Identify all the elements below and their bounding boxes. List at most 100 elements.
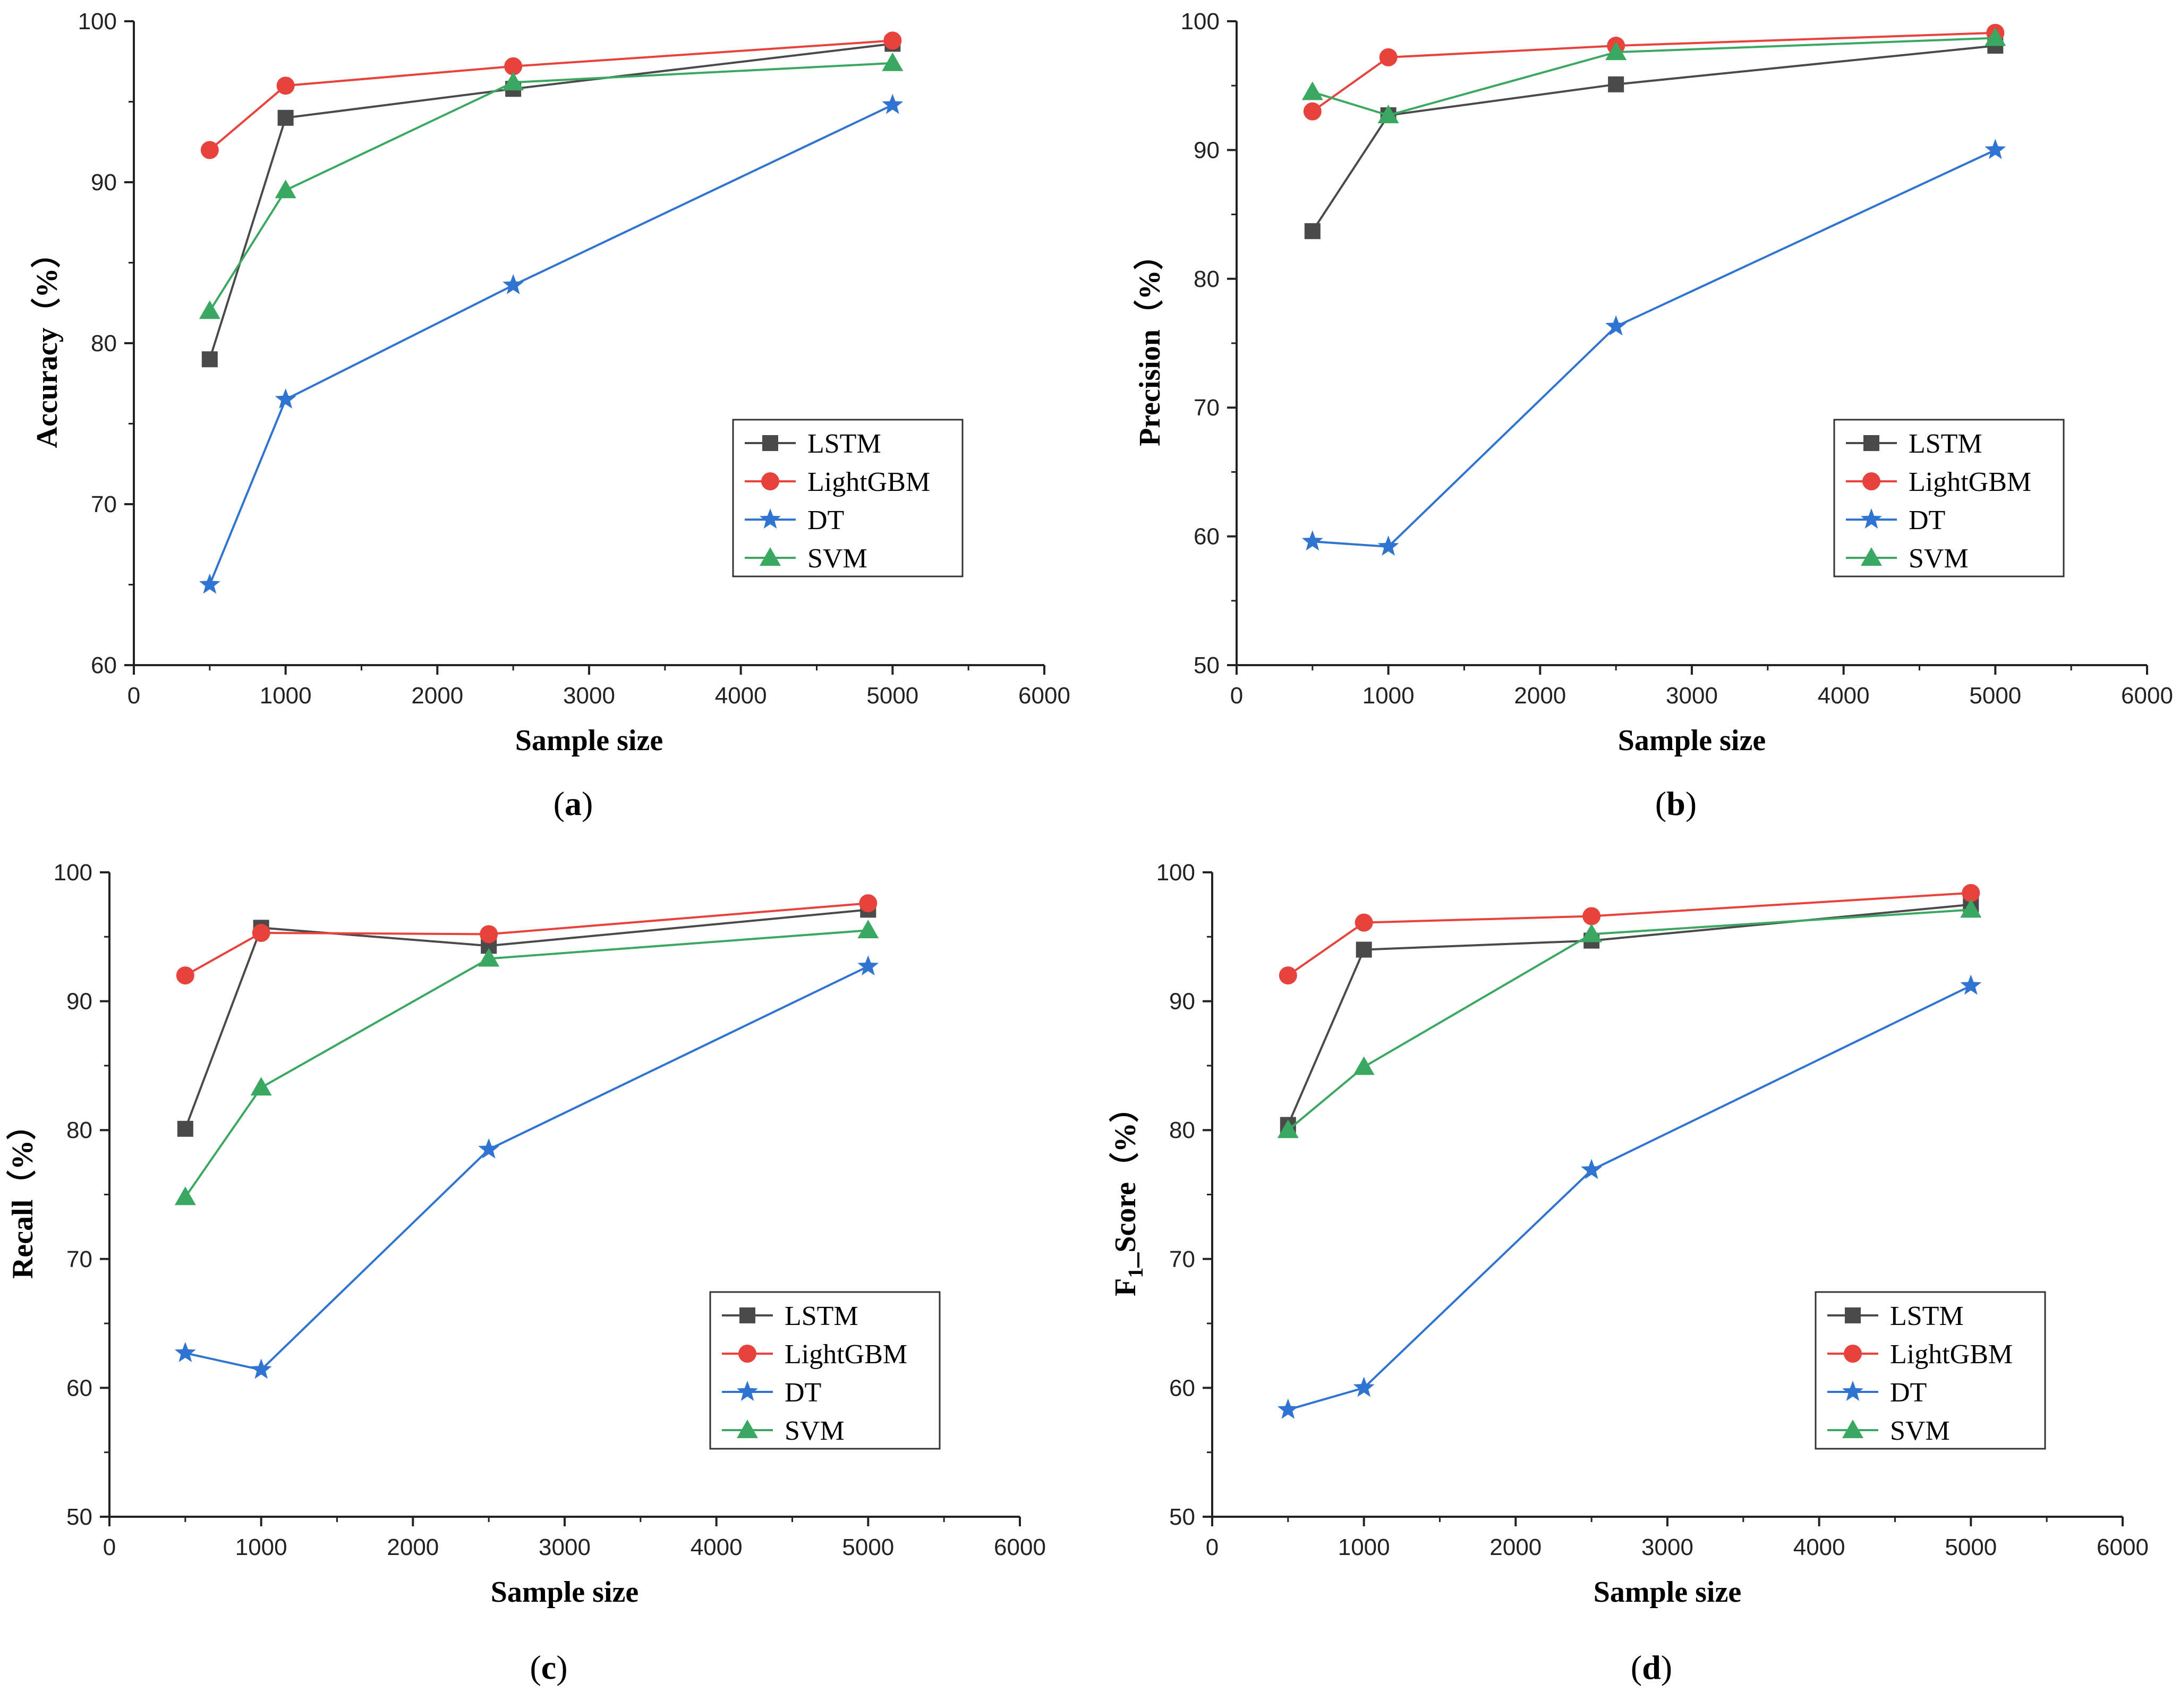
data-point-dt (1353, 1376, 1375, 1397)
series-line-dt (185, 965, 869, 1371)
data-point-svm (1960, 899, 1982, 918)
data-point-dt (478, 1138, 500, 1159)
legend-swatch-marker (1863, 435, 1879, 451)
legend-item-svm: SVM (722, 1416, 845, 1446)
legend-swatch-marker (739, 1307, 755, 1323)
x-tick-label: 3000 (1641, 1534, 1693, 1560)
data-point-svm (857, 920, 879, 939)
data-point-lstm (1356, 941, 1372, 958)
series-line-lightgbm (1312, 31, 1996, 113)
data-point-svm (478, 948, 500, 967)
legend-label: DT (785, 1378, 821, 1408)
panel-label: (a) (553, 785, 593, 822)
x-tick-label: 2000 (1489, 1534, 1542, 1560)
data-point-dt (250, 1358, 272, 1379)
legend-swatch-marker (1842, 1420, 1863, 1438)
x-tick-label: 3000 (539, 1534, 591, 1560)
data-point-svm (1301, 81, 1323, 100)
y-tick-label: 60 (1194, 524, 1220, 550)
legend-label: SVM (807, 543, 867, 574)
y-tick-label: 60 (91, 652, 117, 678)
series-dt (1301, 139, 2006, 556)
x-tick-label: 4000 (715, 683, 767, 709)
y-tick-label: 100 (1181, 9, 1220, 35)
x-tick-label: 6000 (2097, 1534, 2149, 1560)
legend-swatch-marker (1845, 1307, 1861, 1323)
legend-item-dt: DT (1827, 1378, 1927, 1408)
y-tick-label: 100 (54, 860, 92, 886)
y-tick-label: 50 (1194, 652, 1220, 678)
data-point-lstm (201, 351, 218, 368)
data-point-lstm (1608, 76, 1624, 92)
legend-item-lightgbm: LightGBM (1827, 1339, 2013, 1370)
data-point-lightgbm (1355, 913, 1373, 932)
x-tick-label: 5000 (866, 683, 918, 709)
x-tick-label: 4000 (1818, 683, 1870, 709)
y-tick-label: 90 (66, 989, 92, 1015)
panel-label: (b) (1655, 785, 1697, 822)
chart-panel-4: 0 1000 2000 3000 4000 5000 6000 50 60 70 80 90 100 Sa… (1109, 860, 2149, 1686)
legend-item-dt: DT (722, 1378, 821, 1408)
legend-swatch-marker (1861, 508, 1882, 529)
data-point-lightgbm (276, 77, 295, 95)
x-tick-label: 2000 (387, 1534, 439, 1560)
data-point-dt (1985, 139, 2006, 159)
legend-label: SVM (785, 1416, 845, 1446)
legend-swatch-marker (1861, 547, 1882, 566)
data-point-lightgbm (1303, 102, 1322, 121)
legend-label: LSTM (1909, 429, 1982, 459)
series-line-lightgbm (209, 39, 893, 151)
series-line-lstm (1312, 45, 1996, 232)
y-tick-label: 90 (1169, 989, 1195, 1015)
series-line-svm (184, 929, 868, 1198)
legend: LSTM LightGBM DT SVM (709, 1291, 941, 1450)
legend: LSTM LightGBM DT SVM (732, 419, 964, 577)
series-line-dt (1288, 984, 1972, 1411)
data-point-lstm (277, 109, 294, 126)
legend-swatch-marker (762, 435, 778, 451)
x-tick-label: 5000 (1945, 1534, 1997, 1560)
x-tick-label: 6000 (1018, 683, 1070, 709)
data-point-lstm (177, 1120, 193, 1137)
data-point-lightgbm (1379, 48, 1398, 66)
legend-label: LightGBM (1909, 467, 2031, 497)
series-dt (1277, 974, 1982, 1419)
chart-panel-1: 0 1000 2000 3000 4000 5000 6000 60 70 80 90 100 Samp… (30, 9, 1070, 822)
legend-item-lstm: LSTM (1827, 1301, 1964, 1331)
data-point-lstm (1304, 223, 1321, 240)
data-point-lightgbm (1962, 883, 1980, 902)
legend-label: DT (1909, 505, 1945, 536)
data-point-svm (1377, 104, 1399, 123)
data-point-lightgbm (1582, 907, 1601, 925)
legend-swatch-marker (738, 1345, 756, 1363)
legend-swatch-marker (1842, 1381, 1863, 1401)
legend-label: LightGBM (785, 1339, 907, 1370)
data-point-svm (275, 180, 296, 199)
x-tick-label: 1000 (235, 1534, 287, 1560)
legend-label: DT (807, 505, 844, 536)
x-tick-label: 5000 (1969, 683, 2021, 709)
series-svm (1277, 899, 1982, 1138)
legend-label: LightGBM (807, 467, 930, 497)
y-tick-label: 90 (1194, 137, 1220, 163)
panel-label: (d) (1631, 1648, 1672, 1686)
legend: LSTM LightGBM DT SVM (1815, 1291, 2046, 1450)
data-point-dt (857, 955, 879, 976)
x-tick-label: 1000 (260, 683, 312, 709)
legend-item-lightgbm: LightGBM (745, 467, 930, 497)
series-line-svm (209, 62, 893, 312)
data-point-lightgbm (480, 925, 498, 944)
data-point-dt (882, 94, 904, 114)
legend-swatch-marker (760, 508, 781, 529)
legend-item-svm: SVM (1846, 543, 1969, 574)
legend-label: SVM (1890, 1416, 1950, 1446)
data-point-dt (503, 274, 524, 294)
x-tick-label: 3000 (563, 683, 615, 709)
data-point-svm (1605, 41, 1627, 61)
data-point-svm (1985, 27, 2006, 46)
series-line-lstm (208, 43, 893, 360)
x-tick-label: 6000 (2121, 683, 2173, 709)
y-tick-label: 70 (91, 491, 117, 517)
y-tick-label: 60 (1169, 1375, 1195, 1401)
